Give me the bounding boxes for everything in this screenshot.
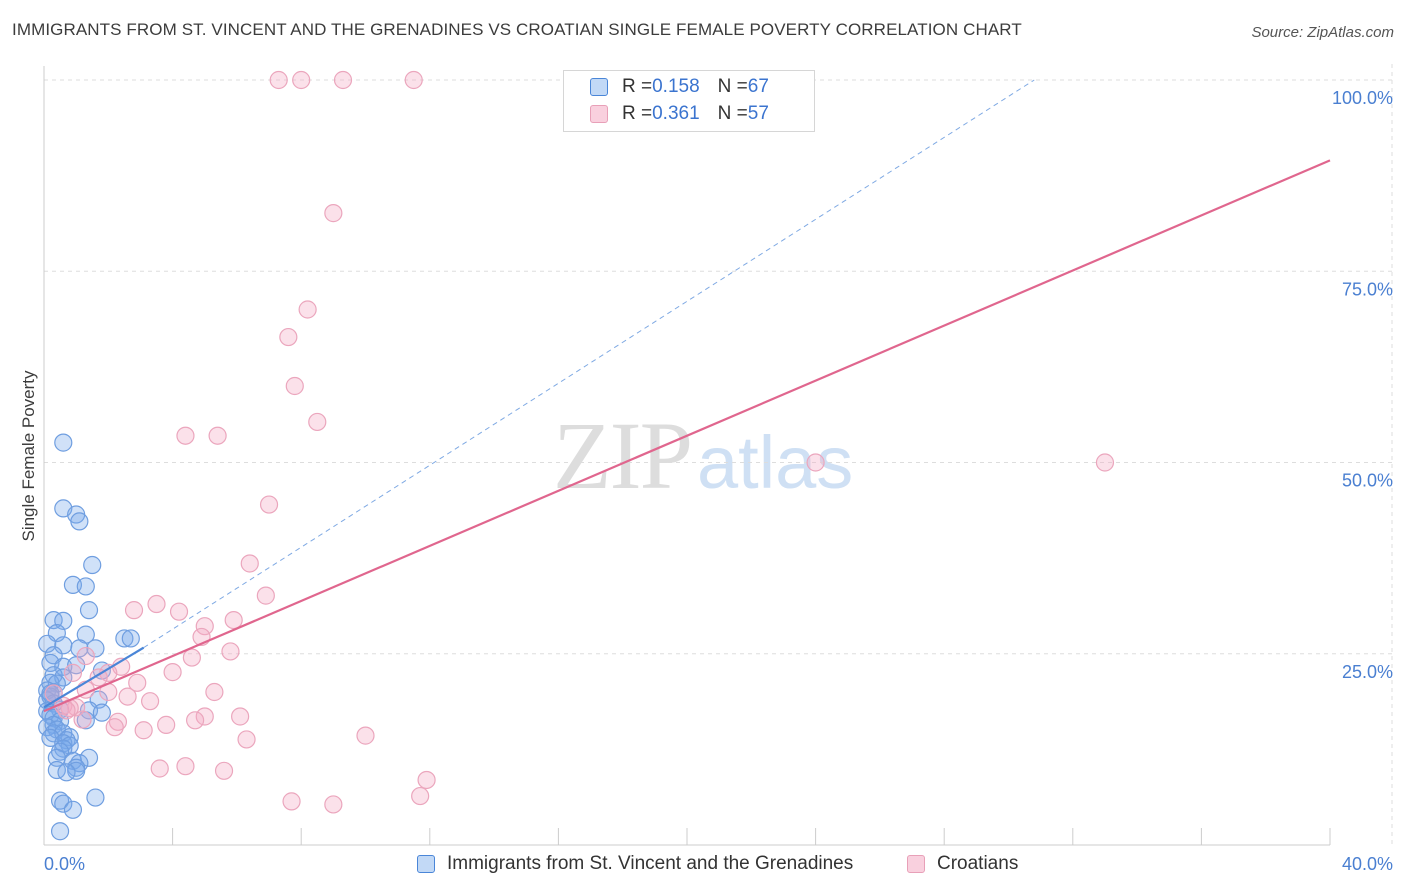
- legend-r-label: R =: [622, 103, 653, 124]
- point-croatians: [105, 718, 124, 737]
- watermark: ZIPatlas: [553, 400, 853, 511]
- point-immigrants: [76, 577, 95, 596]
- point-croatians: [63, 663, 83, 682]
- point-immigrants: [50, 822, 70, 841]
- point-croatians: [806, 453, 825, 472]
- point-croatians: [128, 673, 147, 692]
- point-croatians: [308, 412, 327, 432]
- point-immigrants: [63, 800, 83, 819]
- trend-line-immigrants: [43, 646, 145, 709]
- x-tick-label: 40.0%: [1342, 854, 1393, 874]
- point-croatians: [147, 594, 166, 614]
- point-immigrants: [70, 512, 89, 531]
- point-immigrants: [83, 555, 102, 575]
- series-legend-label: Croatians: [937, 853, 1019, 874]
- stats-legend: R = 0.158 N = 67 R = 0.361 N = 57: [563, 70, 815, 132]
- point-croatians: [169, 602, 189, 621]
- legend-row-immigrants: R = 0.158 N = 67: [590, 74, 769, 100]
- point-immigrants: [54, 739, 73, 758]
- series-legend: Immigrants from St. Vincent and the Gren…: [0, 851, 1406, 877]
- point-croatians: [76, 646, 95, 666]
- point-croatians: [118, 687, 137, 706]
- series-swatch-blue: [417, 855, 435, 873]
- point-immigrants: [121, 629, 140, 648]
- point-croatians: [356, 726, 375, 745]
- y-tick-label: 100.0%: [1332, 88, 1393, 108]
- point-croatians: [195, 707, 214, 726]
- point-croatians: [237, 730, 256, 749]
- source-credit: Source: ZipAtlas.com: [1251, 24, 1394, 41]
- point-immigrants: [57, 763, 76, 782]
- legend-swatch-pink: [590, 105, 608, 123]
- point-croatians: [214, 761, 234, 780]
- point-immigrants: [54, 794, 73, 813]
- point-croatians: [231, 707, 250, 726]
- point-croatians: [282, 792, 301, 811]
- legend-n-label: N =: [717, 76, 748, 97]
- series-legend-immigrants[interactable]: Immigrants from St. Vincent and the Gren…: [417, 851, 853, 877]
- point-croatians: [256, 586, 275, 605]
- point-croatians: [195, 617, 214, 636]
- point-immigrants: [86, 788, 105, 807]
- point-croatians: [324, 795, 343, 814]
- point-croatians: [182, 648, 201, 667]
- point-croatians: [73, 710, 92, 729]
- legend-r-value: 0.361: [652, 103, 700, 124]
- legend-n-label: N =: [717, 103, 748, 124]
- point-immigrants: [115, 629, 134, 648]
- point-immigrants: [92, 703, 111, 722]
- point-croatians: [298, 300, 317, 319]
- y-tick-label: 25.0%: [1342, 662, 1393, 682]
- y-axis-title: Single Female Poverty: [19, 370, 38, 542]
- point-immigrants: [54, 433, 73, 452]
- point-croatians: [221, 642, 240, 661]
- point-croatians: [411, 786, 430, 806]
- trend-line-croatians: [43, 159, 1331, 713]
- point-croatians: [1095, 453, 1115, 472]
- point-croatians: [224, 610, 243, 630]
- point-croatians: [324, 204, 343, 223]
- point-croatians: [186, 711, 205, 730]
- point-croatians: [140, 692, 160, 711]
- point-croatians: [157, 715, 176, 734]
- point-croatians: [176, 426, 195, 445]
- point-immigrants: [50, 791, 70, 810]
- legend-row-croatians: R = 0.361 N = 57: [590, 101, 769, 127]
- point-croatians: [150, 759, 169, 778]
- legend-r-value: 0.158: [652, 76, 700, 97]
- point-immigrants: [86, 639, 105, 658]
- series-legend-croatians[interactable]: Croatians: [907, 851, 1018, 877]
- legend-n-value: 67: [747, 76, 769, 97]
- point-immigrants: [79, 601, 99, 620]
- point-croatians: [285, 376, 304, 396]
- point-croatians: [404, 70, 423, 90]
- series-swatch-pink: [907, 855, 925, 873]
- x-tick-label: 0.0%: [44, 854, 85, 874]
- legend-swatch-blue: [590, 78, 608, 96]
- point-croatians: [208, 426, 227, 445]
- y-tick-label: 50.0%: [1342, 471, 1393, 491]
- point-croatians: [292, 70, 311, 90]
- point-croatians: [134, 721, 153, 740]
- point-immigrants: [38, 634, 57, 653]
- legend-n-value: 57: [747, 103, 769, 124]
- point-croatians: [269, 70, 288, 90]
- point-croatians: [163, 663, 182, 682]
- trend-line-extended: [143, 79, 1035, 649]
- legend-r-label: R =: [622, 76, 653, 97]
- series-legend-label: Immigrants from St. Vincent and the Gren…: [447, 853, 854, 874]
- point-croatians: [205, 682, 224, 702]
- point-croatians: [417, 770, 436, 790]
- watermark-zip: ZIP: [553, 402, 693, 509]
- point-croatians: [279, 327, 298, 347]
- point-croatians: [333, 70, 353, 90]
- point-croatians: [124, 601, 144, 620]
- y-tick-label: 75.0%: [1342, 279, 1393, 299]
- point-croatians: [108, 712, 128, 731]
- point-croatians: [259, 495, 279, 514]
- point-croatians: [240, 554, 259, 573]
- point-croatians: [176, 757, 195, 776]
- chart-title: IMMIGRANTS FROM ST. VINCENT AND THE GREN…: [12, 20, 1022, 39]
